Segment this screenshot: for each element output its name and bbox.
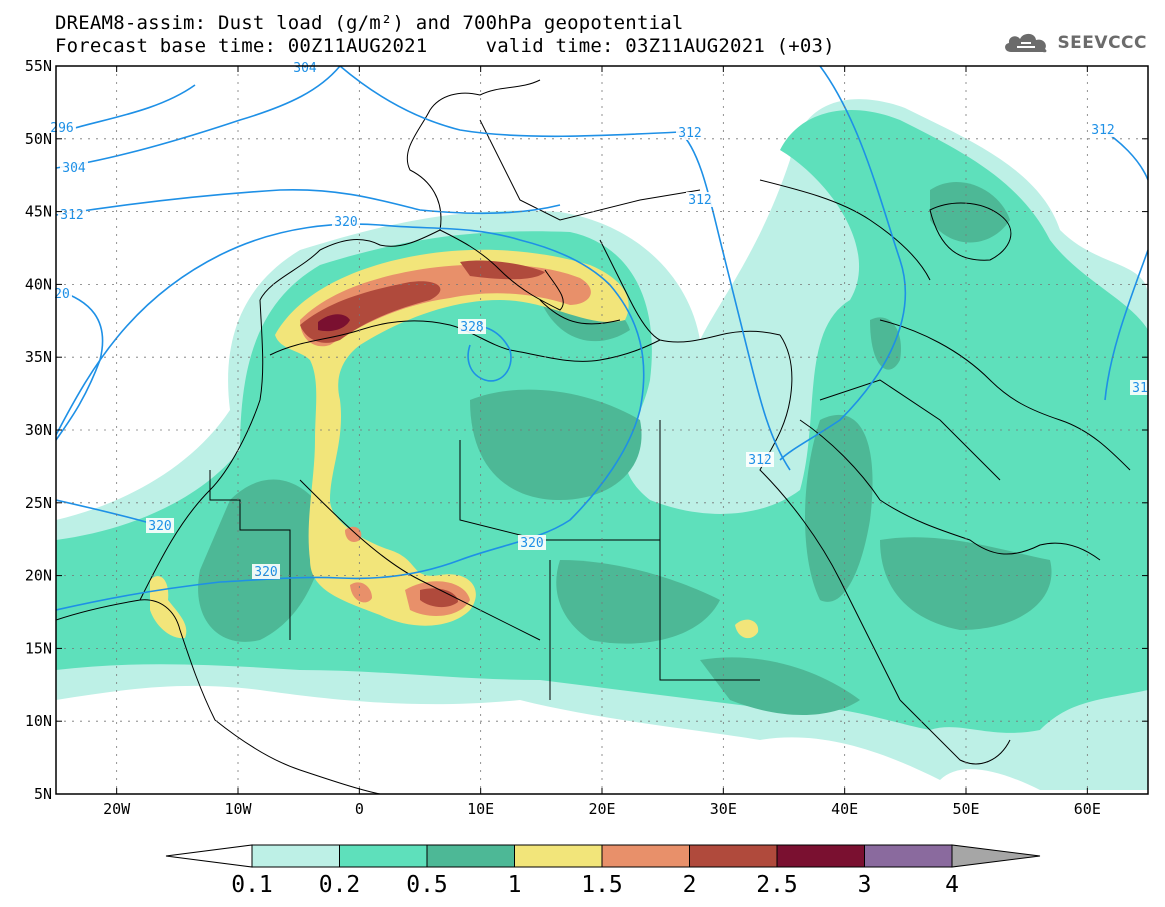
lon-label: 0 [355, 800, 364, 818]
logo-text: SEEVCCC [1057, 33, 1147, 53]
contour-label: 20 [54, 287, 70, 302]
colorbar-label: 0.5 [406, 872, 448, 898]
lat-label: 45N [25, 203, 52, 221]
colorbar-segment [864, 844, 953, 868]
lat-label: 50N [25, 130, 52, 148]
lat-label: 15N [25, 639, 52, 657]
contour-label-bg [48, 120, 76, 135]
lat-label: 20N [25, 567, 52, 585]
contour-label-bg [332, 214, 360, 229]
colorbar-labels: 0.1 0.2 0.5 1 1.5 2 2.5 3 4 [231, 872, 959, 898]
lon-label: 40E [831, 800, 858, 818]
colorbar-segment [251, 844, 340, 868]
contour-labels: 304 312 296 304 312 320 20 328 320 320 320 312 312 31… [48, 60, 1150, 580]
colorbar-segment [426, 844, 515, 868]
dust-fields [56, 99, 1148, 790]
map-title-line2: Forecast base time: 00Z11AUG2021 valid t… [55, 35, 835, 57]
colorbar-segment [601, 844, 690, 868]
lat-label: 10N [25, 712, 52, 730]
lon-label: 60E [1074, 800, 1101, 818]
gridlines [56, 66, 1148, 794]
lon-label: 50E [952, 800, 979, 818]
axis-ticks [56, 65, 1148, 795]
colorbar-segment [776, 844, 865, 868]
contour-label-bg [291, 60, 319, 75]
lon-label: 20E [588, 800, 615, 818]
lat-label: 5N [34, 785, 52, 803]
colorbar-segment [514, 844, 603, 868]
latitude-labels: 55N 50N 45N 40N 35N 30N 25N 20N 15N 10N 5N [25, 57, 52, 803]
contour-label-bg [60, 160, 88, 175]
dust-field-2.5 [318, 314, 350, 332]
contour-label: 312 [1091, 123, 1114, 138]
contour-label-bg [746, 452, 774, 467]
colorbar-label: 1 [508, 872, 522, 898]
contour-label-bg [458, 319, 486, 334]
contour-label-bg [686, 192, 714, 207]
colorbar-label: 4 [945, 872, 959, 898]
contour-label-bg [146, 518, 174, 533]
contour-line [679, 131, 791, 471]
dust-field-1 [275, 249, 629, 626]
lat-label: 30N [25, 421, 52, 439]
dust-field-1-chad [735, 619, 759, 639]
contour-line [1104, 249, 1148, 401]
contour-label: 296 [50, 121, 73, 136]
contour-label: 304 [293, 61, 317, 76]
contour-label: 328 [460, 320, 483, 335]
contour-label: 312 [748, 453, 771, 468]
contour-label-bg [518, 535, 546, 550]
contour-line [339, 66, 681, 138]
lon-label: 30E [710, 800, 737, 818]
colorbar-segment [689, 844, 778, 868]
colorbar-label: 2 [683, 872, 697, 898]
map-title-line1: DREAM8-assim: Dust load (g/m²) and 700hP… [55, 12, 684, 34]
lat-label: 35N [25, 348, 52, 366]
contour-label-bg [52, 286, 72, 301]
contour-line [56, 289, 104, 441]
geopotential-contours [56, 66, 1148, 611]
lon-label: 10W [224, 800, 252, 818]
colorbar-segment [339, 844, 428, 868]
colorbar-label: 0.1 [231, 872, 273, 898]
contour-label: 304 [62, 161, 86, 176]
contour-line [56, 66, 341, 169]
colorbar-label: 0.2 [319, 872, 361, 898]
colorbar-label: 1.5 [581, 872, 623, 898]
lon-label: 10E [467, 800, 494, 818]
colorbar-under-arrow [165, 844, 253, 868]
lat-label: 55N [25, 57, 52, 75]
contour-label: 320 [148, 519, 171, 534]
contour-label-bg [676, 125, 704, 140]
dust-field-0.5 [198, 181, 1052, 715]
lat-label: 25N [25, 494, 52, 512]
contour-line [459, 325, 512, 382]
contour-label: 312 [678, 126, 701, 141]
seevccc-logo: SEEVCCC [1001, 30, 1147, 56]
cloud-icon [1005, 33, 1047, 53]
contour-label-bg [1089, 122, 1117, 137]
contour-label-bg [1130, 380, 1150, 395]
contour-label: 320 [254, 565, 277, 580]
contour-label: 320 [334, 215, 357, 230]
lon-label: 20W [103, 800, 131, 818]
contour-label: 320 [520, 536, 543, 551]
contour-label-bg [58, 207, 86, 222]
contour-label: 312 [60, 208, 83, 223]
lat-label: 40N [25, 275, 52, 293]
colorbar-over-arrow [951, 844, 1041, 868]
colorbar-label: 2.5 [756, 872, 798, 898]
longitude-labels: 20W 10W 0 10E 20E 30E 40E 50E 60E [103, 800, 1101, 818]
colorbar-label: 3 [858, 872, 872, 898]
contour-label: 31 [1132, 381, 1148, 396]
contour-line [779, 66, 906, 461]
colorbar [165, 844, 1041, 868]
coastlines [56, 79, 1131, 794]
contour-line [56, 188, 561, 216]
contour-label: 312 [688, 193, 711, 208]
contour-line [56, 223, 645, 611]
contour-line [74, 84, 196, 129]
